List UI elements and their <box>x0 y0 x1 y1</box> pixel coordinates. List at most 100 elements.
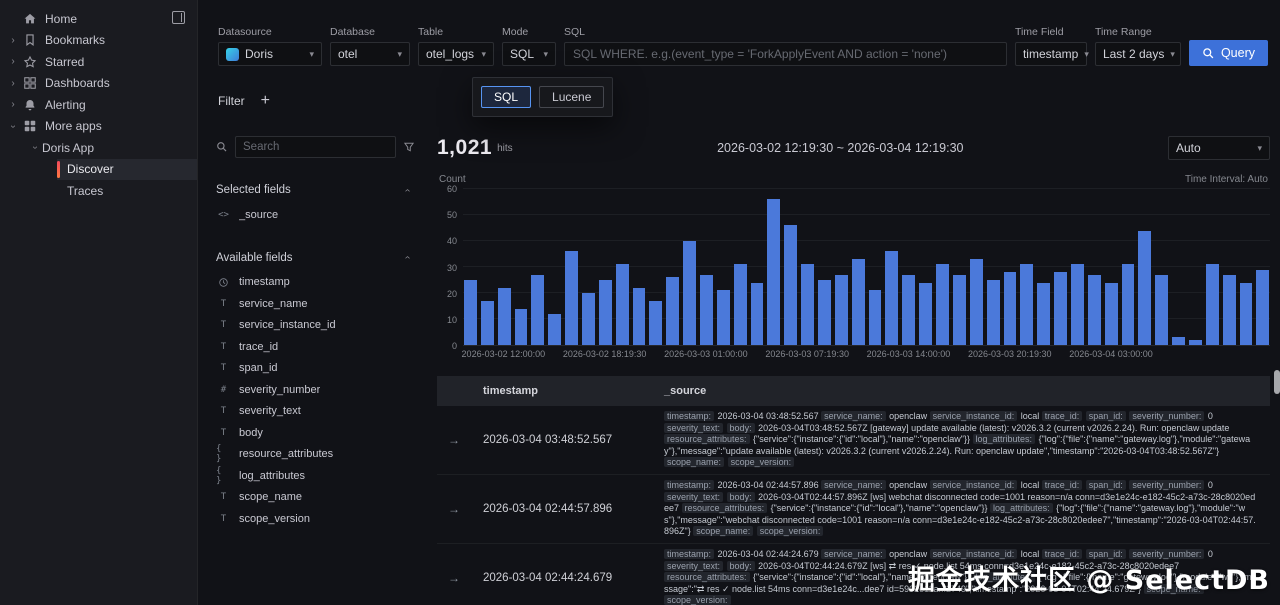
table-select[interactable]: otel_logs ▾ <box>418 42 494 66</box>
histogram-bar[interactable] <box>716 290 730 345</box>
sidebar-item-doris-app[interactable]: › Doris App <box>0 137 197 159</box>
histogram-bar[interactable] <box>615 264 629 345</box>
histogram-bar[interactable] <box>1037 282 1051 345</box>
sidebar-item-discover[interactable]: Discover <box>57 158 197 180</box>
histogram-bar[interactable] <box>514 308 528 345</box>
histogram-bar[interactable] <box>649 300 663 345</box>
histogram-bar[interactable] <box>784 225 798 345</box>
histogram-bar[interactable] <box>1104 282 1118 345</box>
mode-option-sql[interactable]: SQL <box>481 86 532 108</box>
sidebar-item-more-apps[interactable]: › More apps <box>0 116 197 138</box>
sidebar-item-dashboards[interactable]: › Dashboards <box>0 73 197 95</box>
histogram-bar[interactable] <box>548 313 562 345</box>
histogram-bar[interactable] <box>1070 264 1084 345</box>
histogram-bar[interactable] <box>683 241 697 345</box>
y-tick-label: 40 <box>446 236 457 247</box>
histogram-bar[interactable] <box>464 280 477 345</box>
field-search-input[interactable] <box>235 136 396 158</box>
histogram-bar[interactable] <box>1087 274 1101 345</box>
histogram-bar[interactable] <box>1155 274 1169 345</box>
field-key-chip: trace_id: <box>1041 411 1083 421</box>
field-item-severity_number[interactable]: # severity_number <box>216 379 415 401</box>
histogram-bar[interactable] <box>750 282 764 345</box>
histogram-bar[interactable] <box>767 199 781 345</box>
field-key-chip: span_id: <box>1085 549 1126 559</box>
sidebar-item-alerting[interactable]: › Alerting <box>0 94 197 116</box>
histogram-bar[interactable] <box>1003 272 1017 345</box>
sidebar-item-bookmarks[interactable]: › Bookmarks <box>0 30 197 52</box>
mode-select[interactable]: SQL ▾ <box>502 42 556 66</box>
add-filter-button[interactable]: + <box>260 92 271 109</box>
histogram-bar[interactable] <box>582 293 595 345</box>
histogram-bar[interactable] <box>1239 282 1253 345</box>
histogram-bar[interactable] <box>531 274 545 345</box>
sidebar-item-home[interactable]: Home <box>0 8 197 30</box>
time-field-select[interactable]: timestamp ▾ <box>1014 42 1089 66</box>
histogram-bar[interactable] <box>565 251 579 345</box>
histogram-bar[interactable] <box>1138 230 1152 345</box>
query-button[interactable]: Query <box>1188 40 1268 66</box>
histogram-bar[interactable] <box>700 274 713 345</box>
histogram-bar[interactable] <box>969 259 983 345</box>
field-item-timestamp[interactable]: timestamp <box>216 272 415 294</box>
filter-funnel-icon[interactable] <box>403 141 415 153</box>
dock-menu-button[interactable] <box>172 11 186 25</box>
histogram-bar[interactable] <box>1222 274 1236 345</box>
histogram-bar[interactable] <box>851 259 865 345</box>
mode-option-lucene[interactable]: Lucene <box>539 86 605 108</box>
expand-row-button[interactable]: → <box>448 433 460 447</box>
sidebar-item-starred[interactable]: › Starred <box>0 51 197 73</box>
histogram-bar[interactable] <box>834 274 848 345</box>
column-header-source[interactable]: _source <box>664 385 707 397</box>
histogram-bar[interactable] <box>598 280 612 345</box>
histogram-bar[interactable] <box>818 280 831 345</box>
histogram-bar[interactable] <box>1054 272 1067 345</box>
histogram-bar[interactable] <box>986 280 1000 345</box>
sidebar-item-traces[interactable]: Traces <box>57 180 197 202</box>
selected-fields-header[interactable]: Selected fields › <box>216 184 415 196</box>
histogram-bars <box>463 189 1270 345</box>
available-fields-header[interactable]: Available fields › <box>216 252 415 264</box>
field-key-chip: timestamp: <box>664 480 715 490</box>
expand-row-button[interactable]: → <box>448 571 460 585</box>
field-key-chip: trace_id: <box>1041 549 1083 559</box>
histogram-bar[interactable] <box>632 287 646 345</box>
histogram-bar[interactable] <box>666 277 680 345</box>
histogram-bar[interactable] <box>480 300 494 345</box>
sql-where-input[interactable] <box>564 42 1007 66</box>
column-header-timestamp[interactable]: timestamp <box>483 385 539 397</box>
histogram-bar[interactable] <box>936 264 949 345</box>
scrollbar-thumb[interactable] <box>1274 370 1280 394</box>
histogram-bar[interactable] <box>801 264 815 345</box>
histogram-bar[interactable] <box>1205 264 1219 345</box>
histogram-bar[interactable] <box>902 274 916 345</box>
histogram-bar[interactable] <box>1121 264 1135 345</box>
database-select[interactable]: otel ▾ <box>330 42 410 66</box>
time-range-select[interactable]: Last 2 days ▾ <box>1094 42 1181 66</box>
histogram-bar[interactable] <box>1020 264 1034 345</box>
histogram-bar[interactable] <box>497 287 511 345</box>
histogram-bar[interactable] <box>1256 269 1270 345</box>
interval-select[interactable]: Auto ▾ <box>1168 136 1270 160</box>
field-item-_source[interactable]: <> _source <box>216 204 415 226</box>
histogram-bar[interactable] <box>1172 337 1185 345</box>
field-key-chip: resource_attributes: <box>664 434 750 445</box>
field-item-resource_attributes[interactable]: { } resource_attributes <box>216 444 415 466</box>
histogram-bar[interactable] <box>1188 339 1202 345</box>
expand-row-button[interactable]: → <box>448 502 460 516</box>
histogram-bar[interactable] <box>952 274 966 345</box>
histogram-bar[interactable] <box>919 282 933 345</box>
histogram-bar[interactable] <box>733 264 747 345</box>
histogram-bar[interactable] <box>868 290 882 345</box>
field-item-log_attributes[interactable]: { } log_attributes <box>216 465 415 487</box>
histogram-bar[interactable] <box>885 251 899 345</box>
datasource-select[interactable]: Doris ▾ <box>218 42 322 66</box>
